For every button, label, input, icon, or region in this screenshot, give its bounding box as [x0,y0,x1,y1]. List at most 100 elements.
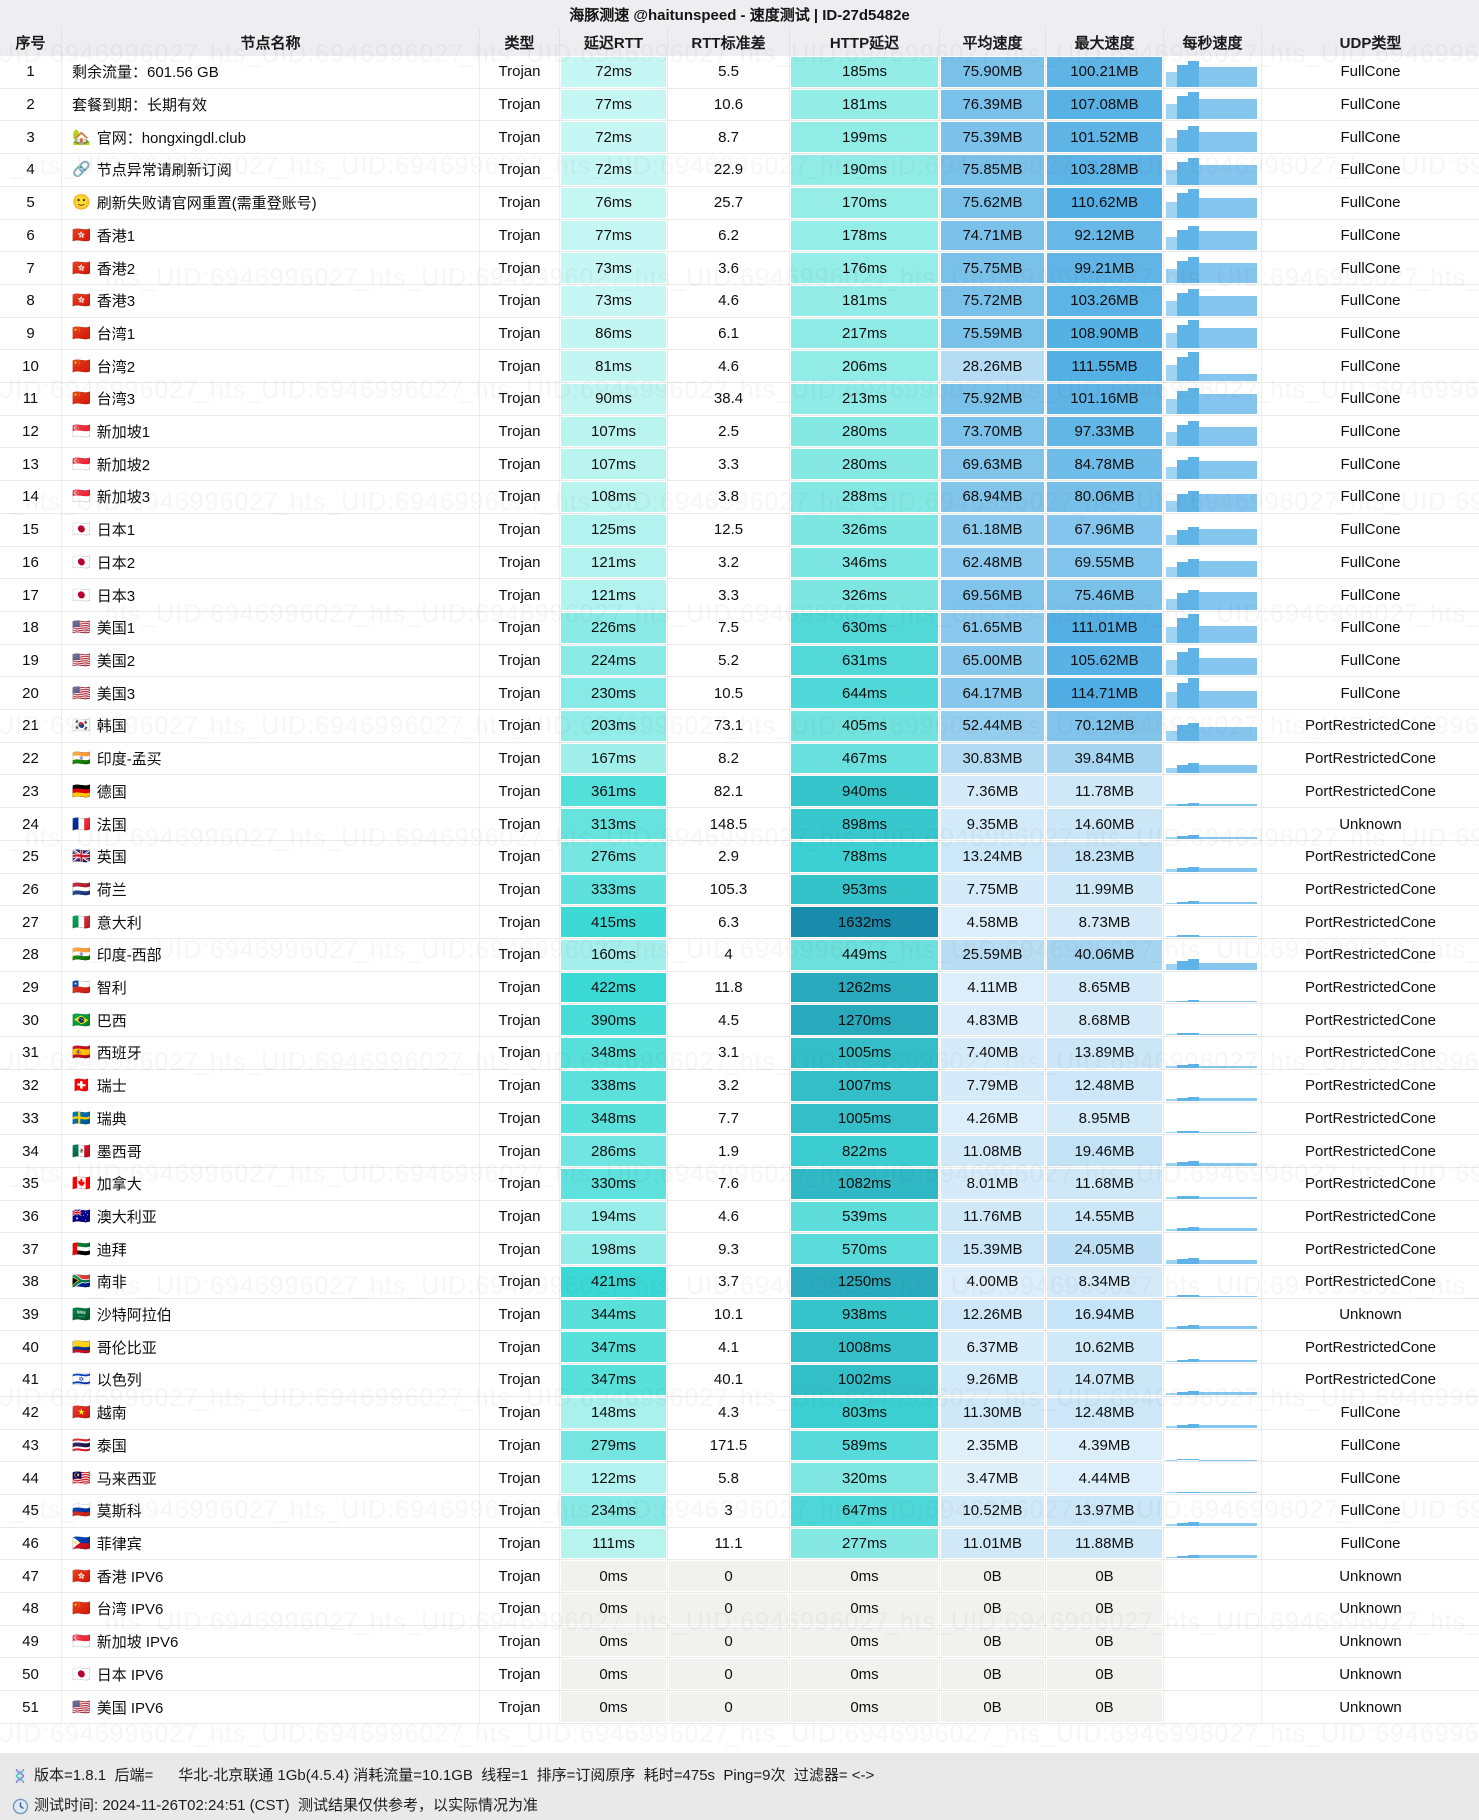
flag-icon: 🇺🇸 [72,684,91,702]
flag-icon: 🇨🇴 [72,1338,91,1356]
row-index: 7 [0,252,62,284]
http-delay-value: 181ms [791,285,938,316]
speed-bar [1177,1033,1188,1036]
speed-bar [1177,1258,1188,1265]
node-name: 🇬🇧 英国 [62,840,480,873]
node-type: Trojan [480,1462,560,1494]
per-second-speed-chart [1164,644,1262,677]
rtt-std-cell: 11.8 [668,971,790,1004]
rtt-cell: 338ms [560,1069,668,1102]
speed-bar [1199,1555,1257,1559]
node-row: 26 🇳🇱 荷兰 Trojan 333ms 105.3 953ms 7.75MB 11.99MB… [0,873,1479,907]
flag-icon: 🇯🇵 [72,1665,91,1683]
speed-bar [1177,618,1188,643]
rtt-cell: 230ms [560,677,668,710]
udp-type: PortRestrictedCone [1305,1077,1436,1095]
row-index: 29 [0,971,62,1004]
flag-icon: 🇺🇸 [72,652,91,669]
rtt-value: 313ms [561,809,666,839]
row-index: 41 [0,1364,62,1396]
node-row: 47 🇭🇰 香港 IPV6 Trojan 0ms 0 0ms 0B 0B Unknown [0,1560,1479,1594]
avg-speed-cell: 7.79MB [940,1069,1046,1102]
avg-speed-value: 8.01MB [941,1168,1044,1199]
row-index: 50 [0,1658,62,1691]
http-delay-cell: 181ms [790,88,940,121]
node-row: 3 🏡 官网：hongxingdl.club Trojan 72ms 8.7 199ms 75… [0,121,1479,155]
http-delay-value: 822ms [791,1136,938,1166]
rtt-value: 77ms [561,220,666,251]
max-speed-cell: 13.89MB [1046,1037,1164,1069]
avg-speed-cell: 65.00MB [940,644,1046,677]
per-second-speed-chart [1164,1462,1262,1494]
speed-bars [1166,1071,1257,1101]
udp-type: Unknown [1339,1698,1402,1716]
node-name-label: 日本3 [96,587,136,605]
speed-bar [1166,399,1177,414]
http-delay-value: 539ms [791,1201,938,1232]
speed-bars [1166,1463,1257,1493]
speed-bar [1188,257,1199,283]
node-name: 🇰🇷 韩国 [62,710,480,742]
speed-bar [1166,1033,1177,1036]
node-row: 43 🇹🇭 泰国 Trojan 279ms 171.5 589ms 2.35MB 4.39MB F… [0,1429,1479,1463]
speed-bar [1199,836,1257,839]
node-row: 5 🙂 刷新失败请官网重置(需重登账号) Trojan 76ms 25.7 170ms 75.… [0,186,1479,220]
speed-bar [1199,1522,1257,1526]
max-speed-cell: 11.99MB [1046,873,1164,906]
rtt-cell: 348ms [560,1102,668,1135]
node-name-label: 新加坡2 [96,456,151,474]
row-index: 44 [0,1462,62,1494]
speed-bar [1166,730,1177,741]
node-name: 🇯🇵 日本 IPV6 [62,1658,480,1691]
node-name: 🇺🇸 美国3 [62,677,480,710]
max-speed-value: 99.21MB [1047,253,1162,283]
avg-speed-value: 7.79MB [941,1070,1044,1101]
node-row: 29 🇨🇱 智利 Trojan 422ms 11.8 1262ms 4.11MB 8.65MB P… [0,971,1479,1005]
row-index: 5 [0,186,62,219]
speed-bar [1177,460,1188,480]
avg-speed-cell: 12.26MB [940,1298,1046,1331]
per-second-speed-chart [1164,1298,1262,1331]
per-second-speed-chart [1164,938,1262,971]
node-name-label: 巴西 [96,1012,127,1030]
node-name: 🇺🇸 美国2 [62,644,480,677]
rtt-cell: 121ms [560,579,668,611]
rtt-value: 276ms [561,841,666,872]
http-delay-value: 1250ms [791,1267,938,1297]
max-speed-value: 100.21MB [1047,57,1162,87]
avg-speed-cell: 68.94MB [940,481,1046,513]
row-index: 6 [0,219,62,252]
max-speed-cell: 11.88MB [1046,1527,1164,1560]
udp-type: PortRestrictedCone [1305,750,1436,768]
speed-bar [1177,764,1188,774]
per-second-speed-chart [1164,971,1262,1004]
max-speed-value: 101.16MB [1047,384,1162,414]
http-delay-value: 217ms [791,318,938,349]
node-name-label: 沙特阿拉伯 [96,1307,172,1325]
node-name-label: 瑞士 [96,1078,127,1096]
http-delay-value: 940ms [791,776,938,807]
avg-speed-cell: 0B [940,1625,1046,1658]
speed-bars [1166,1005,1257,1036]
rtt-std-cell: 4.6 [668,1200,790,1233]
http-delay-cell: 217ms [790,317,940,350]
speed-bar [1199,868,1257,872]
udp-type: FullCone [1340,390,1401,408]
node-type: Trojan [480,742,560,775]
per-second-speed-chart [1164,840,1262,873]
column-header-5: HTTP延迟 [790,28,940,56]
http-delay-value: 953ms [791,874,938,905]
table-header: 序号 节点名称 类型 延迟RTT RTT标准差 HTTP延迟 平均速度 最大速度 每秒速度 UDP… [0,28,1479,56]
max-speed-cell: 8.34MB [1046,1266,1164,1298]
speed-bars [1166,875,1257,905]
node-type: Trojan [480,840,560,873]
rtt-std-cell: 105.3 [668,873,790,906]
http-delay-cell: 803ms [790,1396,940,1429]
http-delay-value: 0ms [791,1594,938,1624]
node-name-label: 德国 [96,783,127,801]
rtt-std-cell: 3.8 [668,481,790,513]
rtt-value: 415ms [561,907,666,937]
rtt-std-cell: 4.6 [668,284,790,317]
speed-bar [1199,132,1257,153]
avg-speed-value: 4.26MB [941,1103,1044,1134]
